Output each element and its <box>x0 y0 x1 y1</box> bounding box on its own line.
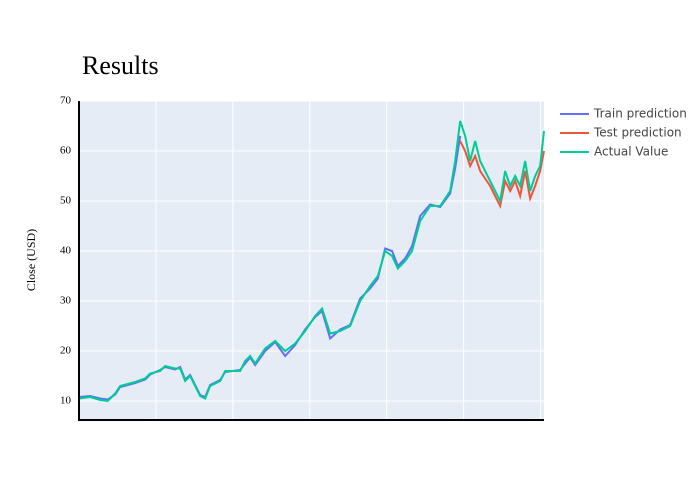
y-tick-label: 40 <box>60 245 72 257</box>
ticks: 10 20 30 40 50 60 70 <box>60 95 72 407</box>
y-tick-label: 30 <box>60 295 72 307</box>
y-tick-label: 10 <box>60 395 72 407</box>
plot-area <box>79 101 544 420</box>
series-line <box>78 120 545 403</box>
y-tick-label: 70 <box>60 95 72 107</box>
y-tick-label: 20 <box>60 345 72 357</box>
legend-label: Actual Value <box>594 145 668 159</box>
lines <box>78 120 545 403</box>
y-axis-label: Close (USD) <box>24 229 38 291</box>
legend: Train prediction Test prediction Actual Va… <box>560 107 687 159</box>
grid <box>79 100 544 420</box>
legend-label: Train prediction <box>593 107 687 121</box>
chart-title: Results <box>82 51 159 80</box>
legend-label: Test prediction <box>593 126 682 140</box>
series-line <box>459 140 545 210</box>
y-tick-label: 50 <box>60 195 72 207</box>
y-tick-label: 60 <box>60 145 72 157</box>
